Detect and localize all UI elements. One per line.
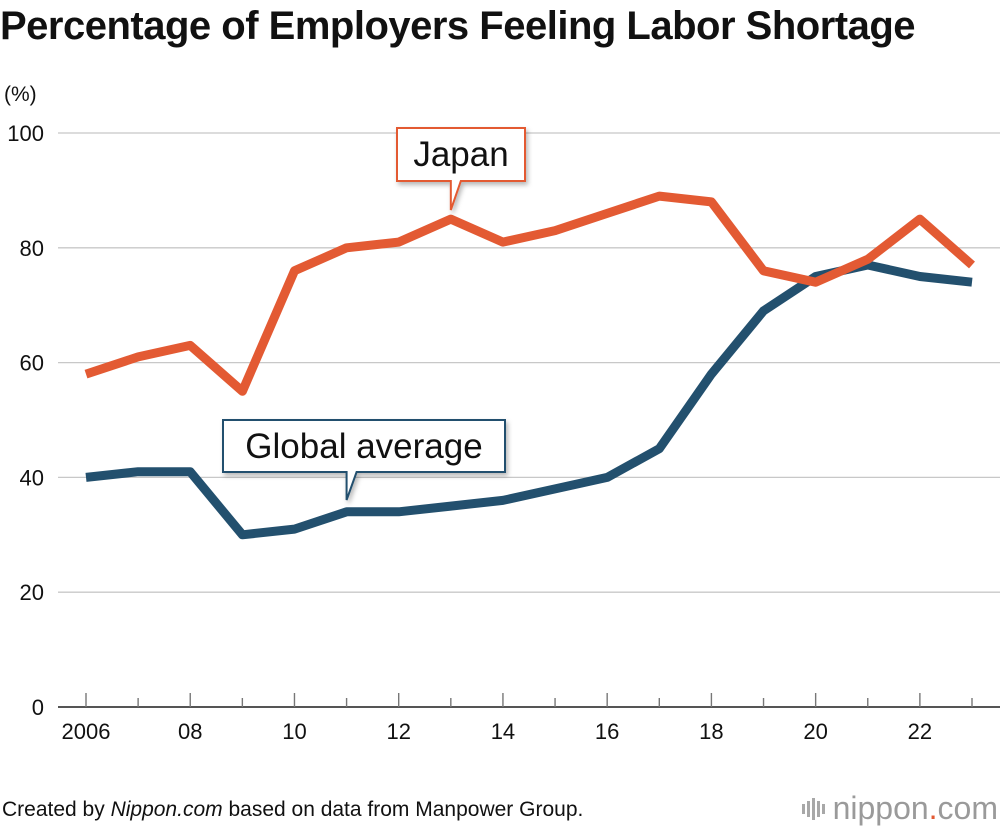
series-line-global-average [85, 260, 973, 540]
line-chart: (%) 0 20 40 60 80 100 2006 08 10 12 14 16 18 20 22 Ja… [4, 83, 1000, 744]
x-tick-label-08: 08 [178, 719, 202, 744]
series-callouts: Japan Global average [222, 127, 526, 501]
x-tick-label-10: 10 [282, 719, 306, 744]
callout-box-global-average [222, 419, 506, 501]
logo-text-a: nippon [832, 790, 929, 826]
logo-bars-icon [801, 797, 825, 820]
x-tick-label-22: 22 [908, 719, 932, 744]
nippon-logo: nippon. com [801, 790, 998, 827]
logo-text-b: com [937, 790, 998, 826]
y-tick-label-80: 80 [20, 236, 44, 261]
chart-title: Percentage of Employers Feeling Labor Sh… [0, 4, 916, 48]
x-tick-label-2006: 2006 [62, 719, 111, 744]
y-tick-label-60: 60 [20, 351, 44, 376]
x-tick-label-12: 12 [386, 719, 410, 744]
series-lines [84, 191, 975, 540]
source-italic: Nippon.com [110, 798, 223, 821]
y-tick-label-40: 40 [20, 465, 44, 490]
y-axis-tick-labels: 0 20 40 60 80 100 [7, 121, 44, 720]
x-tick-label-14: 14 [491, 719, 515, 744]
x-axis [58, 693, 1000, 708]
series-line-japan [84, 191, 975, 396]
callout-japan: Japan [396, 127, 526, 211]
source-note: Created by Nippon.com based on data from… [2, 798, 583, 822]
source-prefix: Created by [2, 798, 111, 821]
y-tick-label-20: 20 [20, 580, 44, 605]
x-axis-tick-labels: 2006 08 10 12 14 16 18 20 22 [62, 719, 933, 744]
x-tick-label-18: 18 [699, 719, 723, 744]
grid-lines [58, 132, 1000, 593]
source-suffix: based on data from Manpower Group. [222, 798, 584, 821]
callout-label-global-average: Global average [245, 427, 482, 466]
y-tick-label-0: 0 [32, 695, 44, 720]
callout-label-japan: Japan [413, 135, 508, 174]
y-tick-label-100: 100 [7, 121, 44, 146]
x-tick-label-16: 16 [595, 719, 619, 744]
callout-box-japan [396, 127, 526, 211]
logo-dot: . [928, 790, 938, 826]
callout-global-average: Global average [222, 419, 506, 501]
y-axis-unit-label: (%) [4, 83, 37, 106]
x-tick-label-20: 20 [803, 719, 827, 744]
